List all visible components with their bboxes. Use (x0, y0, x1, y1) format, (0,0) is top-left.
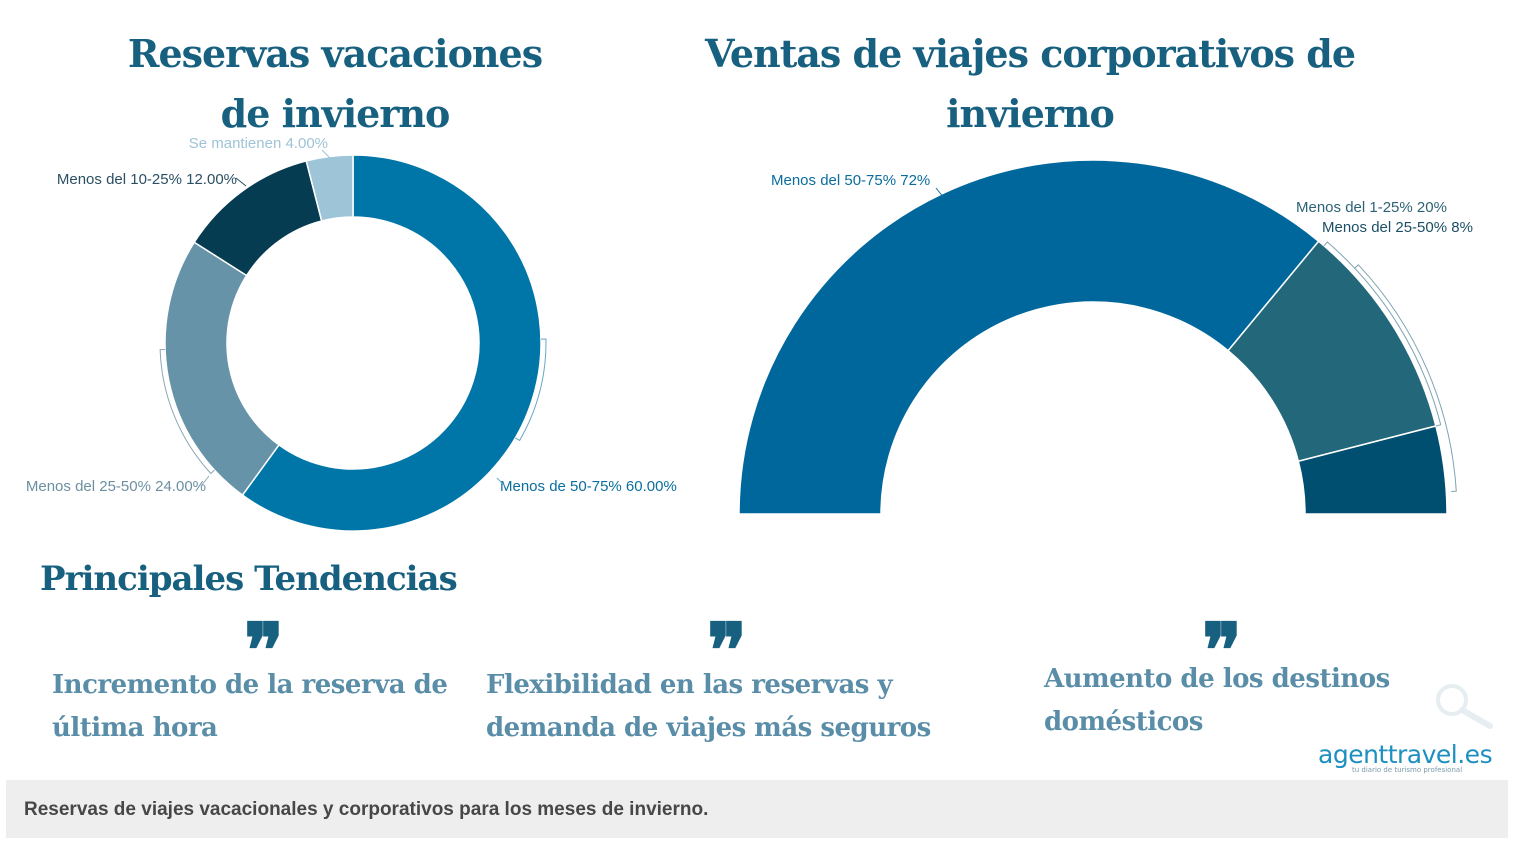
slice-label: Menos del 25-50% 24.00% (26, 478, 206, 495)
trends-title: Principales Tendencias (40, 559, 458, 599)
logo: agenttravel.es tu diario de turismo prof… (1318, 740, 1493, 774)
half-donut-slice (738, 159, 1320, 515)
donut-chart-title: Reservas vacaciones de invierno (127, 31, 543, 136)
slice-label: Menos de 50-75% 60.00% (500, 478, 677, 495)
slice-label: Menos del 25-50% 8% (1322, 219, 1473, 236)
label-leader (200, 475, 210, 487)
label-leader (496, 477, 506, 487)
donut-slice (305, 154, 354, 222)
label-bracket (1354, 264, 1457, 492)
trend-text: Incremento de la reserva de última hora (52, 670, 448, 743)
slice-label: Menos del 10-25% 12.00% (57, 171, 237, 188)
label-bracket (1323, 241, 1442, 427)
label-bracket (515, 338, 547, 442)
donut-chart: Menos de 50-75% 60.00% Menos del 25-50% 2… (26, 135, 677, 532)
label-leader (321, 149, 331, 159)
label-bracket (159, 348, 215, 475)
caption-bar: Reservas de viajes vacacionales y corpor… (6, 780, 1508, 838)
trend-text: Aumento de los destinos domésticos (1044, 664, 1390, 737)
label-leader (935, 187, 945, 199)
half-donut-chart: Menos del 50-75% 72% Menos del 1-25% 20% M… (738, 159, 1473, 515)
donut-slice (241, 154, 542, 532)
figure-caption: Reservas de viajes vacacionales y corpor… (24, 799, 709, 820)
slice-label: Menos del 50-75% 72% (771, 172, 930, 189)
slice-label: Menos del 1-25% 20% (1296, 199, 1447, 216)
label-bracket (362, 148, 548, 349)
charts-canvas: Menos de 50-75% 60.00% Menos del 25-50% 2… (26, 135, 1473, 532)
logo-tagline: tu diario de turismo profesional (1352, 766, 1463, 774)
half-donut-chart-title: Ventas de viajes corporativos de inviern… (704, 31, 1356, 136)
donut-slice (164, 241, 280, 497)
logo-text: agenttravel.es (1318, 740, 1493, 769)
half-donut-slice (1297, 425, 1448, 515)
trend-text: Flexibilidad en las reservas y demanda d… (486, 670, 931, 743)
search-icon (1436, 684, 1493, 729)
slice-label: Se mantienen 4.00% (189, 135, 328, 152)
label-leader (235, 177, 247, 187)
